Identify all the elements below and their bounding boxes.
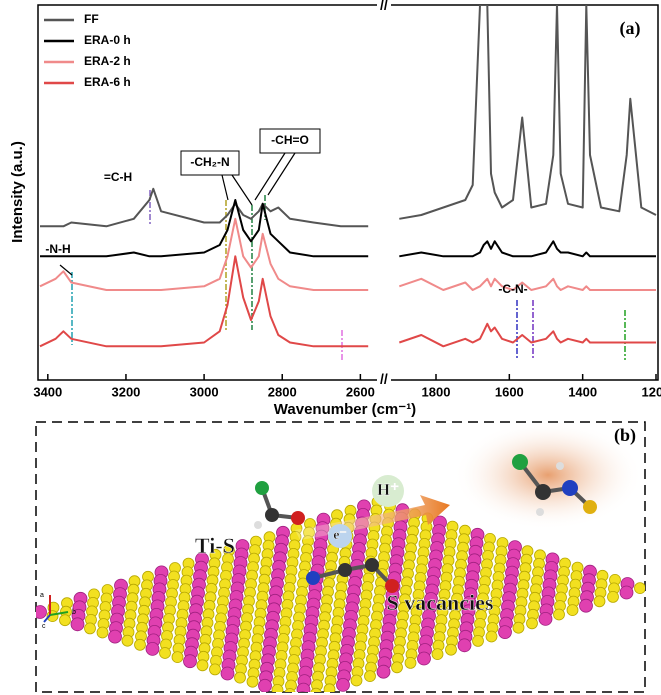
panel-label: (a) bbox=[620, 18, 641, 39]
atom bbox=[246, 675, 259, 688]
atom bbox=[284, 688, 296, 692]
atom bbox=[220, 666, 235, 681]
atom bbox=[472, 635, 484, 647]
axis-break-cover bbox=[377, 375, 391, 385]
proton-bubble bbox=[372, 475, 404, 507]
plot-area bbox=[39, 5, 657, 348]
atom bbox=[121, 634, 134, 647]
schematic-label: H⁺ bbox=[377, 480, 399, 499]
atom bbox=[376, 664, 391, 679]
annotation: -CH=O bbox=[271, 133, 309, 147]
atom bbox=[553, 608, 565, 621]
atom bbox=[296, 682, 311, 692]
atom bbox=[593, 595, 606, 608]
x-tick-label: 1600 bbox=[495, 384, 524, 399]
atom bbox=[323, 683, 336, 692]
legend-label: FF bbox=[84, 12, 99, 26]
atom bbox=[457, 638, 472, 653]
atom bbox=[445, 643, 457, 656]
axes-triad bbox=[43, 595, 69, 623]
atom bbox=[36, 605, 47, 619]
schematic-label: S vacancies bbox=[387, 590, 494, 615]
y-axis-title: Intensity (a.u.) bbox=[9, 141, 26, 243]
axis-break-cover bbox=[377, 0, 391, 10]
annotation-arrows bbox=[59, 152, 296, 276]
annotation: -CH₂-N bbox=[190, 155, 229, 169]
axis-letter: a bbox=[40, 592, 44, 599]
legend-label: ERA-2 h bbox=[84, 54, 131, 68]
panel-label: (b) bbox=[614, 425, 636, 446]
x-axis-title: Wavenumber (cm⁻¹) bbox=[274, 401, 416, 418]
atom bbox=[196, 659, 209, 672]
electron-bubble bbox=[328, 524, 352, 548]
x-tick-label: 1800 bbox=[422, 384, 451, 399]
schematic-label: e⁻ bbox=[333, 528, 347, 543]
spectrum-line bbox=[39, 255, 656, 348]
atom bbox=[159, 647, 171, 659]
atom bbox=[84, 622, 96, 635]
atom bbox=[234, 671, 246, 684]
spectrum-line bbox=[40, 199, 656, 258]
axis-letter: c bbox=[42, 623, 46, 630]
x-tick-label: 3400 bbox=[33, 384, 62, 399]
schematic-label: Ti-S bbox=[195, 533, 235, 558]
atom bbox=[607, 591, 619, 603]
atom bbox=[634, 582, 645, 594]
atom bbox=[183, 654, 197, 669]
atom bbox=[404, 657, 417, 669]
atom bbox=[299, 691, 306, 692]
atom bbox=[134, 638, 146, 651]
atom bbox=[108, 629, 122, 644]
atom bbox=[391, 661, 403, 674]
x-tick-label: 1400 bbox=[568, 384, 597, 399]
x-tick-label: 3000 bbox=[190, 384, 219, 399]
atom bbox=[364, 670, 376, 682]
atom bbox=[171, 651, 184, 663]
x-tick-label: 2800 bbox=[268, 384, 297, 399]
atom bbox=[336, 678, 350, 692]
molecule bbox=[254, 454, 597, 593]
atom bbox=[579, 598, 593, 613]
annotation: -N-H bbox=[45, 242, 70, 256]
catalyst-glow bbox=[453, 420, 643, 530]
x-tick-label: 2600 bbox=[346, 384, 375, 399]
marker-lines bbox=[71, 190, 626, 360]
atom bbox=[96, 626, 109, 639]
atom bbox=[70, 617, 85, 632]
atom bbox=[209, 663, 221, 676]
atom bbox=[350, 674, 363, 687]
atom bbox=[566, 604, 579, 616]
spectrum-line bbox=[39, 217, 656, 291]
atom bbox=[258, 678, 272, 692]
atom bbox=[526, 617, 538, 630]
atom bbox=[59, 614, 71, 627]
atom bbox=[417, 651, 431, 666]
axis-letter: b bbox=[72, 609, 76, 616]
atom bbox=[538, 612, 553, 626]
atom bbox=[271, 684, 284, 692]
atom bbox=[145, 642, 160, 656]
x-tick-label: 1200 bbox=[642, 384, 661, 399]
legend-label: ERA-0 h bbox=[84, 33, 131, 47]
annotation: -C-N- bbox=[498, 282, 527, 296]
axis-break-mark: // bbox=[380, 371, 388, 387]
atom bbox=[485, 630, 498, 643]
x-tick-label: 3200 bbox=[111, 384, 140, 399]
atom bbox=[498, 625, 512, 639]
spectrum-line bbox=[40, 5, 657, 228]
legend-label: ERA-6 h bbox=[84, 75, 131, 89]
plot-frame bbox=[37, 4, 659, 381]
atom bbox=[512, 621, 525, 634]
schematic-frame bbox=[35, 421, 646, 693]
atom bbox=[619, 585, 634, 600]
annotation-box bbox=[180, 150, 240, 176]
annotation: =C-H bbox=[104, 170, 132, 184]
atom bbox=[431, 648, 444, 660]
annotation-box bbox=[259, 128, 321, 154]
atom bbox=[310, 687, 322, 692]
axis-break-mark: // bbox=[380, 0, 388, 13]
